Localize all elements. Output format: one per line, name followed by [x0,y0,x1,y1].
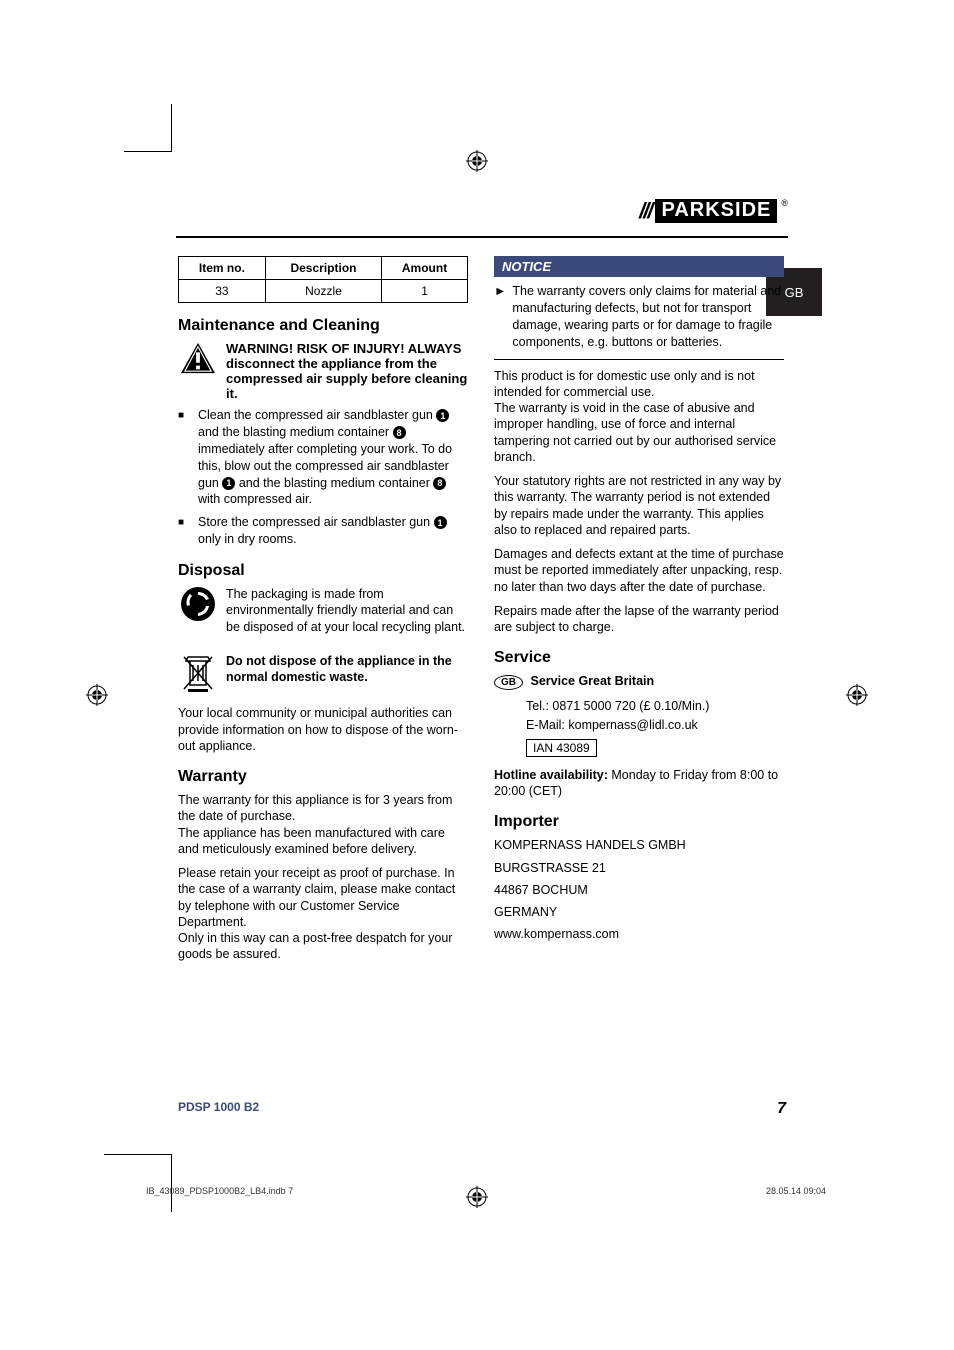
body-text: Damages and defects extant at the time o… [494,546,784,595]
importer-line: www.kompernass.com [494,926,784,942]
maintenance-heading: Maintenance and Cleaning [178,317,468,335]
body-text: Your statutory rights are not restricted… [494,473,784,538]
table-cell: 33 [179,280,266,303]
body-text: The warranty for this appliance is for 3… [178,792,468,857]
body-text: This product is for domestic use only an… [494,368,784,466]
hotline-text: Hotline availability: Monday to Friday f… [494,767,784,800]
crop-mark-icon [104,1154,172,1212]
ref-marker: 1 [436,409,449,422]
service-tel: Tel.: 0871 5000 720 (£ 0.10/Min.) [526,698,784,714]
importer-heading: Importer [494,813,784,831]
warranty-heading: Warranty [178,768,468,786]
warning-triangle-icon [179,341,217,375]
importer-line: KOMPERNASS HANDELS GMBH [494,837,784,853]
model-number: PDSP 1000 B2 [178,1100,259,1118]
table-header: Item no. [179,257,266,280]
list-item: Store the compressed air sandblaster gun… [178,514,468,548]
ref-marker: 8 [433,477,446,490]
imprint-line: IB_43089_PDSP1000B2_LB4.indb 7 28.05.14 … [146,1186,826,1196]
disposal-text: The packaging is made from environmental… [226,586,468,635]
registration-mark-icon [86,684,108,706]
pointer-icon: ► [494,283,506,351]
table-header: Description [265,257,381,280]
service-email: E-Mail: kompernass@lidl.co.uk [526,717,784,733]
ref-marker: 1 [222,477,235,490]
table-cell: Nozzle [265,280,381,303]
table-header: Amount [382,257,468,280]
recycle-icon [180,586,216,622]
registration-mark-icon [466,150,488,172]
weee-bin-icon [180,653,216,693]
ref-marker: 8 [393,426,406,439]
brand-name: PARKSIDE [655,199,777,223]
table-row: 33 Nozzle 1 [179,280,468,303]
crop-mark-icon [124,104,172,152]
ref-marker: 1 [434,516,447,529]
page-footer: PDSP 1000 B2 7 [178,1100,786,1118]
registration-mark-icon [846,684,868,706]
disposal-bold-text: Do not dispose of the appliance in the n… [226,653,468,686]
body-text: Repairs made after the lapse of the warr… [494,603,784,636]
body-text: Please retain your receipt as proof of p… [178,865,468,963]
ian-box: IAN 43089 [526,739,597,757]
disposal-para2: Your local community or municipal author… [178,705,468,754]
country-code-badge: GB [494,675,523,690]
list-item: Clean the compressed air sandblaster gun… [178,407,468,508]
parts-table: Item no. Description Amount 33 Nozzle 1 [178,256,468,303]
service-country: GB Service Great Britain [494,673,784,690]
notice-body: ► The warranty covers only claims for ma… [494,283,784,351]
importer-line: GERMANY [494,904,784,920]
service-heading: Service [494,649,784,667]
imprint-file: IB_43089_PDSP1000B2_LB4.indb 7 [146,1186,293,1196]
right-column: NOTICE ► The warranty covers only claims… [494,256,784,971]
header-rule [176,236,788,238]
table-cell: 1 [382,280,468,303]
imprint-date: 28.05.14 09:04 [766,1186,826,1196]
warning-text: WARNING! RISK OF INJURY! ALWAYS disconne… [226,341,468,401]
divider [494,359,784,360]
disposal-heading: Disposal [178,562,468,580]
brand-logo: /// PARKSIDE® [639,198,788,224]
brand-slashes: /// [639,198,651,224]
importer-line: 44867 BOCHUM [494,882,784,898]
importer-line: BURGSTRASSE 21 [494,860,784,876]
left-column: Item no. Description Amount 33 Nozzle 1 … [178,256,468,971]
page-number: 7 [777,1100,786,1118]
notice-label: NOTICE [494,256,784,277]
